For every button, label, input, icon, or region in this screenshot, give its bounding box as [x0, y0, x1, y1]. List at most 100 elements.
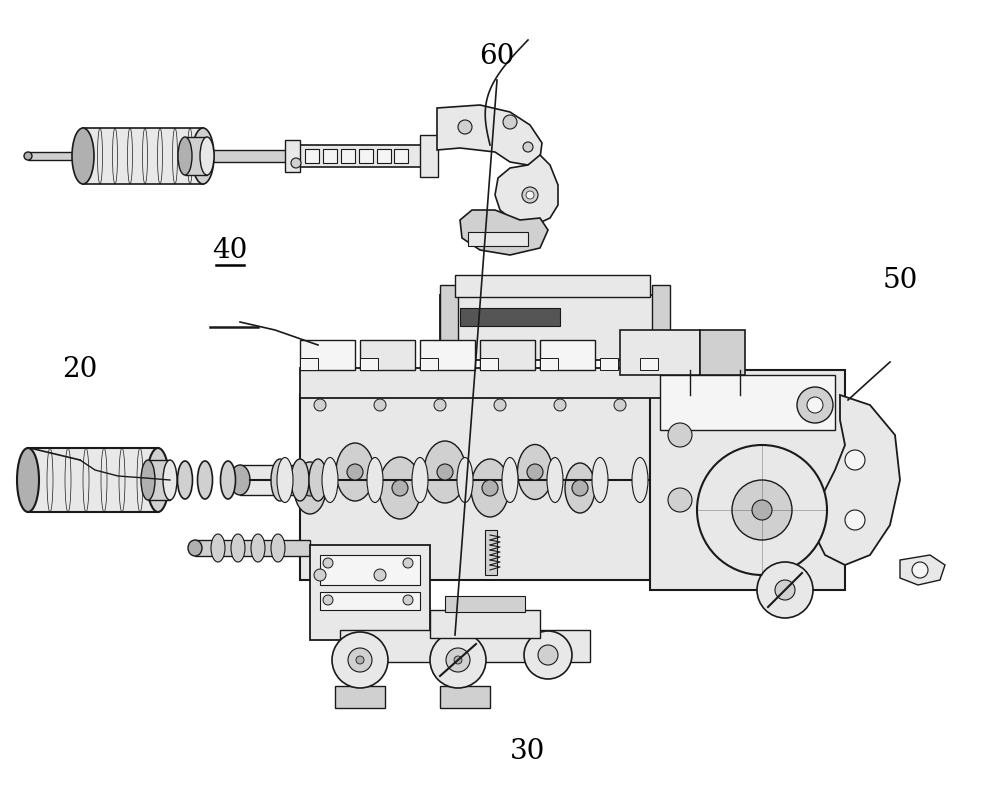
Ellipse shape	[271, 459, 289, 501]
Bar	[320, 555, 420, 585]
Bar	[440, 285, 458, 370]
Bar	[540, 340, 595, 370]
Ellipse shape	[471, 459, 509, 517]
Ellipse shape	[367, 458, 383, 503]
Circle shape	[482, 480, 498, 496]
Circle shape	[912, 562, 928, 578]
Ellipse shape	[547, 458, 563, 503]
Bar	[185, 137, 207, 175]
Bar	[480, 358, 498, 370]
Ellipse shape	[502, 458, 518, 503]
Bar	[28, 152, 83, 160]
Ellipse shape	[17, 448, 39, 512]
Bar	[300, 395, 690, 580]
Circle shape	[524, 631, 572, 679]
Circle shape	[522, 187, 538, 203]
Ellipse shape	[72, 128, 94, 184]
Ellipse shape	[336, 443, 374, 501]
Circle shape	[323, 558, 333, 568]
Circle shape	[697, 445, 827, 575]
Ellipse shape	[412, 458, 428, 503]
Bar	[195, 540, 310, 556]
Ellipse shape	[147, 448, 169, 512]
Bar	[440, 686, 490, 708]
Ellipse shape	[277, 458, 293, 503]
Circle shape	[538, 645, 558, 665]
Ellipse shape	[379, 457, 421, 519]
Bar	[700, 330, 745, 375]
Ellipse shape	[178, 137, 192, 175]
Circle shape	[614, 399, 626, 411]
Circle shape	[403, 558, 413, 568]
Circle shape	[527, 464, 543, 480]
Bar	[341, 149, 355, 163]
Circle shape	[403, 595, 413, 605]
Circle shape	[572, 480, 588, 496]
Bar	[360, 358, 378, 370]
Circle shape	[526, 191, 534, 199]
Circle shape	[732, 480, 792, 540]
Bar	[360, 340, 415, 370]
Bar	[485, 530, 497, 575]
Text: 20: 20	[62, 356, 98, 383]
Ellipse shape	[632, 458, 648, 503]
Circle shape	[314, 399, 326, 411]
Text: 40: 40	[212, 237, 248, 264]
Circle shape	[797, 387, 833, 423]
Bar	[640, 358, 658, 370]
Circle shape	[302, 480, 318, 496]
Circle shape	[446, 648, 470, 672]
Circle shape	[323, 595, 333, 605]
Bar	[285, 140, 300, 172]
Ellipse shape	[457, 458, 473, 503]
Bar	[468, 232, 528, 246]
Ellipse shape	[211, 534, 225, 562]
Circle shape	[458, 120, 472, 134]
Ellipse shape	[230, 465, 250, 495]
Ellipse shape	[592, 458, 608, 503]
Circle shape	[347, 464, 363, 480]
Ellipse shape	[291, 459, 309, 501]
Ellipse shape	[192, 128, 214, 184]
Ellipse shape	[424, 441, 466, 503]
Bar	[660, 375, 835, 430]
Bar	[300, 358, 318, 370]
Bar	[320, 592, 420, 610]
Bar	[148, 460, 170, 500]
Ellipse shape	[200, 137, 214, 175]
Bar	[340, 630, 590, 662]
Bar	[420, 135, 438, 177]
Bar	[650, 370, 845, 590]
Ellipse shape	[565, 463, 595, 513]
Circle shape	[554, 399, 566, 411]
Bar	[323, 149, 337, 163]
Ellipse shape	[188, 540, 202, 556]
Ellipse shape	[309, 459, 327, 501]
Circle shape	[845, 510, 865, 530]
Circle shape	[392, 480, 408, 496]
Circle shape	[757, 562, 813, 618]
Bar	[335, 686, 385, 708]
Ellipse shape	[141, 460, 155, 500]
Ellipse shape	[198, 461, 212, 499]
Bar	[620, 330, 700, 375]
Bar	[445, 596, 525, 612]
Bar	[305, 149, 319, 163]
Polygon shape	[495, 155, 558, 225]
Circle shape	[845, 450, 865, 470]
Circle shape	[430, 632, 486, 688]
Circle shape	[752, 500, 772, 520]
Circle shape	[454, 656, 462, 664]
Ellipse shape	[220, 461, 236, 499]
Bar	[420, 340, 475, 370]
Circle shape	[494, 399, 506, 411]
Ellipse shape	[518, 444, 552, 499]
Ellipse shape	[79, 152, 87, 160]
Bar	[420, 358, 438, 370]
Text: 60: 60	[479, 43, 515, 70]
Bar	[455, 275, 650, 297]
Circle shape	[332, 632, 388, 688]
Bar	[298, 145, 423, 167]
Ellipse shape	[251, 534, 265, 562]
Bar	[83, 128, 203, 184]
